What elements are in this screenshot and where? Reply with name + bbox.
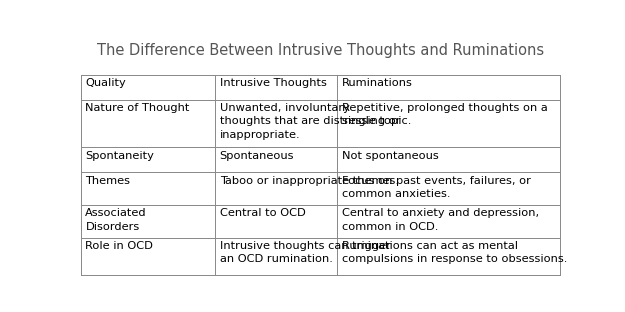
Text: Unwanted, involuntary
thoughts that are distressing or
inappropriate.: Unwanted, involuntary thoughts that are …: [219, 103, 400, 140]
Text: Central to anxiety and depression,
common in OCD.: Central to anxiety and depression, commo…: [342, 208, 539, 232]
Text: Intrusive thoughts can trigger
an OCD rumination.: Intrusive thoughts can trigger an OCD ru…: [219, 241, 391, 264]
Text: Ruminations: Ruminations: [342, 78, 413, 88]
Text: Themes: Themes: [86, 176, 131, 186]
Text: Not spontaneous: Not spontaneous: [342, 150, 439, 160]
Text: Nature of Thought: Nature of Thought: [86, 103, 190, 113]
Text: Quality: Quality: [86, 78, 126, 88]
Text: Repetitive, prolonged thoughts on a
single topic.: Repetitive, prolonged thoughts on a sing…: [342, 103, 548, 126]
Text: Central to OCD: Central to OCD: [219, 208, 306, 218]
Text: The Difference Between Intrusive Thoughts and Ruminations: The Difference Between Intrusive Thought…: [97, 43, 544, 58]
Text: Ruminations can act as mental
compulsions in response to obsessions.: Ruminations can act as mental compulsion…: [342, 241, 568, 264]
Text: Focus on past events, failures, or
common anxieties.: Focus on past events, failures, or commo…: [342, 176, 531, 199]
Text: Intrusive Thoughts: Intrusive Thoughts: [219, 78, 326, 88]
Text: Associated
Disorders: Associated Disorders: [86, 208, 147, 232]
Text: Spontaneity: Spontaneity: [86, 150, 154, 160]
Text: Spontaneous: Spontaneous: [219, 150, 294, 160]
Text: Taboo or inappropriate themes.: Taboo or inappropriate themes.: [219, 176, 399, 186]
Text: Role in OCD: Role in OCD: [86, 241, 153, 251]
